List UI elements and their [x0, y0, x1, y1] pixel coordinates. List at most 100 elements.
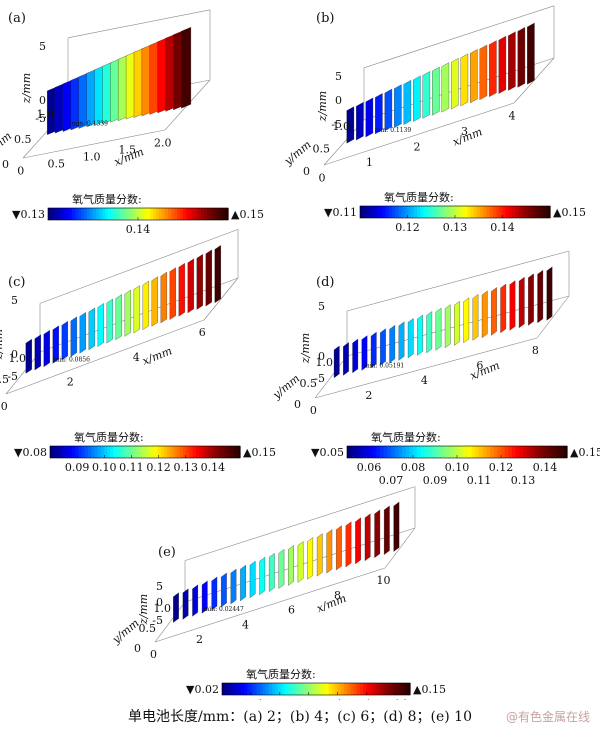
- x-tick-2-0: 0: [1, 400, 8, 413]
- concentration-slab-3-21: [528, 273, 534, 326]
- colorbar-cell-1-36: [474, 206, 478, 218]
- z-tick-0-0: 5: [39, 40, 46, 53]
- colorbar-cell-1-51: [521, 206, 526, 218]
- concentration-slab-4-23: [393, 501, 400, 552]
- x-tick-3-3: 6: [476, 359, 483, 372]
- colorbar-cell-1-45: [502, 206, 507, 218]
- colorbar-tick-2-2: 0.11: [119, 461, 144, 474]
- colorbar-cell-4-25: [300, 683, 305, 695]
- concentration-slab-2-21: [214, 245, 221, 304]
- colorbar-cell-3-50: [530, 446, 535, 458]
- colorbar-cell-4-57: [400, 683, 405, 695]
- colorbar-cell-1-43: [496, 206, 500, 218]
- colorbar-cell-3-55: [548, 446, 553, 458]
- colorbar-title-1: 氧气质量分数:: [384, 190, 454, 204]
- z-tick-3-1: 0: [318, 350, 325, 363]
- colorbar-cell-1-25: [439, 206, 443, 218]
- colorbar-cell-2-0: [50, 446, 54, 458]
- colorbar-cell-1-13: [401, 206, 405, 218]
- colorbar-cell-0-22: [114, 208, 118, 220]
- axis-line-3-3: [314, 337, 538, 399]
- watermark: @有色金属在线: [505, 710, 590, 724]
- colorbar-cell-1-7: [382, 206, 386, 218]
- colorbar-tick-3-0: 0.06: [357, 461, 382, 474]
- colorbar-min-3: ▼0.05: [311, 446, 344, 459]
- colorbar-cell-2-22: [119, 446, 124, 458]
- axis-line-0-3: [22, 129, 166, 159]
- colorbar-tick-4-0: 0.04: [239, 698, 264, 700]
- colorbar-cell-1-4: [372, 206, 377, 218]
- colorbar-cell-0-11: [81, 208, 85, 220]
- colorbar-cell-4-11: [256, 683, 261, 695]
- colorbar-cell-0-52: [204, 208, 208, 220]
- y-tick-3-1: 0.5: [300, 377, 318, 390]
- colorbar-cell-1-9: [388, 206, 393, 218]
- x-tick-0-3: 1.5: [119, 144, 137, 157]
- colorbar-cell-0-3: [57, 208, 61, 220]
- colorbar-cell-3-59: [563, 446, 568, 458]
- colorbar-cell-4-1: [225, 683, 229, 695]
- x-tick-4-0: 0: [150, 648, 157, 661]
- colorbar-cell-2-59: [236, 446, 241, 458]
- colorbar-tick-4-5: 0.14: [383, 698, 408, 700]
- concentration-slab-1-6: [403, 79, 412, 125]
- colorbar-cell-2-25: [129, 446, 133, 458]
- concentration-slab-3-20: [518, 276, 525, 329]
- colorbar-cell-0-54: [210, 208, 214, 220]
- concentration-slab-3-17: [491, 287, 497, 336]
- colorbar-cell-3-9: [380, 446, 385, 458]
- axis-line-2-1: [5, 351, 41, 395]
- colorbar-cell-0-35: [153, 208, 157, 220]
- x-tick-0-0: 0: [17, 165, 24, 178]
- concentration-slab-4-20: [364, 513, 371, 562]
- colorbar-tick-1-1: 0.13: [443, 221, 468, 234]
- axis-line-2-2: [203, 277, 239, 321]
- colorbar-cell-0-14: [90, 208, 94, 220]
- colorbar-cell-3-19: [416, 446, 421, 458]
- colorbar-cell-4-7: [243, 683, 248, 695]
- colorbar-cell-0-55: [213, 208, 217, 220]
- colorbar-cell-1-22: [429, 206, 434, 218]
- colorbar-cell-0-40: [168, 208, 172, 220]
- colorbar-cell-2-35: [160, 446, 165, 458]
- colorbar-cell-0-23: [117, 208, 121, 220]
- concentration-slab-2-16: [169, 267, 176, 320]
- colorbar-cell-2-19: [110, 446, 114, 458]
- colorbar-cell-1-49: [515, 206, 519, 218]
- colorbar-min-0: ▼0.13: [12, 208, 45, 221]
- concentration-slab-3-18: [500, 283, 507, 334]
- x-tick-2-3: 6: [199, 326, 206, 339]
- colorbar-cell-0-7: [69, 208, 73, 220]
- colorbar-cell-4-31: [319, 683, 323, 695]
- colorbar-cell-2-28: [138, 446, 143, 458]
- colorbar-tick-3-3: 0.12: [489, 461, 514, 474]
- colorbar-cell-0-15: [93, 208, 97, 220]
- colorbar-cell-0-20: [108, 208, 112, 220]
- y-tick-0-0: 0: [2, 158, 9, 171]
- colorbar-cell-0-50: [198, 208, 202, 220]
- colorbar-max-1: ▲0.15: [553, 206, 586, 219]
- colorbar-cell-0-33: [147, 208, 151, 220]
- colorbar-cell-0-6: [66, 208, 70, 220]
- axis-line-4-2: [384, 527, 416, 569]
- colorbar-title-4: 氧气质量分数:: [246, 667, 316, 681]
- colorbar-cell-3-18: [413, 446, 418, 458]
- concentration-slab-2-5: [70, 316, 77, 357]
- colorbar-cell-0-37: [159, 208, 163, 220]
- y-axis-label-1: y/mm: [281, 138, 314, 168]
- z-tick-4-2: -5: [152, 614, 163, 627]
- concentration-slab-2-8: [97, 303, 104, 347]
- z-axis-label-0: z/mm: [20, 73, 33, 104]
- concentration-slab-4-14: [307, 537, 314, 580]
- concentration-slab-3-15: [472, 294, 479, 341]
- concentration-slab-1-5: [394, 84, 402, 128]
- colorbar-cell-4-59: [406, 683, 411, 695]
- colorbar-max-0: ▲0.15: [231, 208, 264, 221]
- colorbar-cell-3-40: [493, 446, 498, 458]
- z-axis-label-2: z/mm: [0, 329, 5, 360]
- concentration-slab-1-13: [470, 49, 478, 104]
- colorbar-cell-2-24: [126, 446, 130, 458]
- concentration-slab-1-18: [517, 27, 526, 88]
- colorbar-cell-2-55: [224, 446, 228, 458]
- axis-line-2-3: [5, 319, 205, 395]
